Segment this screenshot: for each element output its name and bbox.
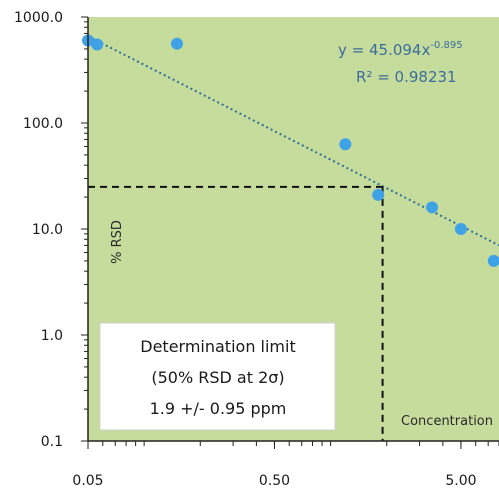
y-tick-label: 100.0 bbox=[23, 116, 63, 132]
y-tick-labels: 0.1 1.0 10.0 100.0 1000.0 bbox=[14, 10, 63, 450]
x-tick-label: 5.00 bbox=[445, 473, 476, 489]
data-point bbox=[426, 201, 439, 214]
trendline bbox=[87, 35, 499, 247]
y-axis-title: % RSD bbox=[110, 220, 125, 264]
y-tick-label: 1000.0 bbox=[14, 10, 63, 26]
determination-limit-group bbox=[88, 185, 384, 441]
data-point bbox=[170, 37, 183, 50]
equation-base: y = 45.094x bbox=[338, 41, 430, 59]
y-minor-ticks bbox=[81, 16, 88, 442]
x-tick-label: 0.50 bbox=[259, 473, 290, 489]
y-tick-label: 10.0 bbox=[32, 222, 63, 238]
annotation-line-2: (50% RSD at 2σ) bbox=[151, 368, 284, 387]
r-squared-label: R² = 0.98231 bbox=[356, 68, 457, 86]
data-point bbox=[454, 223, 467, 235]
data-point bbox=[339, 138, 352, 151]
x-tick-labels: 0.05 0.50 5.00 bbox=[72, 441, 477, 489]
determination-limit-annotation: Determination limit (50% RSD at 2σ) 1.9 … bbox=[99, 322, 336, 431]
annotation-line-1: Determination limit bbox=[140, 337, 295, 356]
axes bbox=[87, 17, 499, 442]
y-tick-label: 1.0 bbox=[41, 328, 63, 344]
trendline-group bbox=[87, 35, 499, 247]
equation-exponent: -0.895 bbox=[430, 40, 462, 51]
data-point bbox=[91, 38, 104, 51]
trendline-equation: y = 45.094x-0.895 bbox=[338, 40, 463, 59]
annotation-box bbox=[99, 322, 336, 431]
data-point bbox=[372, 188, 385, 201]
y-tick-label: 0.1 bbox=[41, 434, 63, 450]
x-tick-label: 0.05 bbox=[72, 473, 103, 489]
annotation-line-3: 1.9 +/- 0.95 ppm bbox=[150, 399, 287, 418]
x-axis-title: Concentration bbox=[401, 414, 493, 429]
data-point bbox=[487, 254, 499, 267]
